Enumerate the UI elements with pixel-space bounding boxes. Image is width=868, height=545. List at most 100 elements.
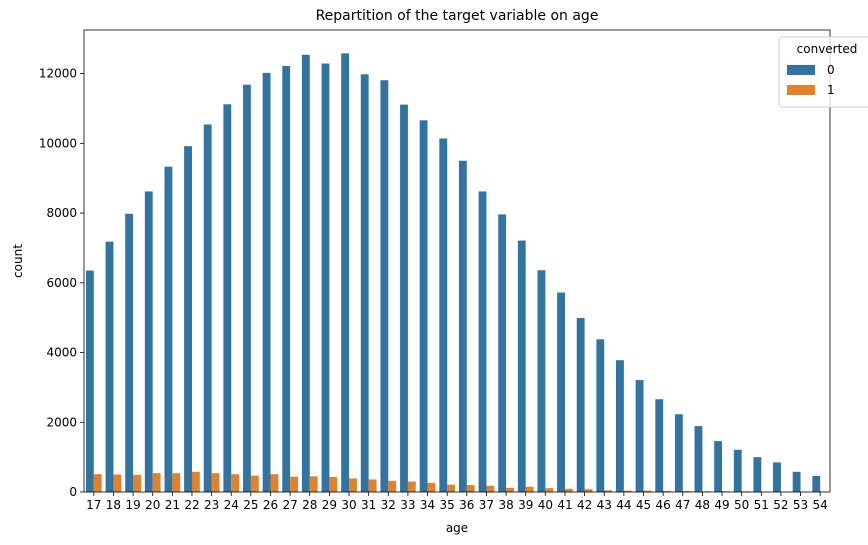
bar-41-series-1 xyxy=(564,488,573,492)
bar-37-series-1 xyxy=(486,485,495,492)
bar-43-series-0 xyxy=(596,339,605,492)
x-tick-label: 23 xyxy=(204,498,219,512)
bar-25-series-0 xyxy=(243,84,251,492)
x-tick-label: 20 xyxy=(145,498,160,512)
bar-42-series-1 xyxy=(584,489,593,492)
bar-32-series-0 xyxy=(380,80,389,492)
legend-swatch-0 xyxy=(787,65,815,75)
legend-title: converted xyxy=(797,42,858,56)
x-tick-label: 48 xyxy=(695,498,710,512)
bar-19-series-0 xyxy=(125,213,134,492)
bar-46-series-1 xyxy=(663,490,671,492)
bar-44-series-1 xyxy=(623,490,632,492)
x-axis-label: age xyxy=(446,521,468,535)
bar-18-series-1 xyxy=(113,474,122,492)
x-tick-label: 31 xyxy=(361,498,376,512)
y-tick-label: 8000 xyxy=(46,206,77,220)
x-tick-label: 35 xyxy=(440,498,455,512)
x-tick-label: 46 xyxy=(655,498,670,512)
bar-50-series-0 xyxy=(733,449,742,492)
legend-swatch-1 xyxy=(787,85,815,95)
bar-24-series-1 xyxy=(231,474,240,492)
x-tick-label: 44 xyxy=(616,498,631,512)
bar-49-series-0 xyxy=(714,441,723,492)
x-tick-label: 32 xyxy=(381,498,396,512)
y-tick-label: 2000 xyxy=(46,415,77,429)
bar-21-series-0 xyxy=(164,166,173,493)
bar-45-series-0 xyxy=(635,380,644,492)
bar-30-series-0 xyxy=(341,53,350,492)
bar-40-series-1 xyxy=(545,488,554,492)
bar-47-series-0 xyxy=(674,414,683,492)
legend: converted 0 1 xyxy=(778,36,868,108)
bar-28-series-0 xyxy=(301,54,310,492)
bar-20-series-1 xyxy=(152,473,161,492)
x-tick-label: 34 xyxy=(420,498,435,512)
x-tick-label: 17 xyxy=(86,498,101,512)
bar-42-series-0 xyxy=(576,318,585,492)
bar-52-series-0 xyxy=(773,462,781,492)
bar-22-series-1 xyxy=(191,471,200,492)
x-tick-label: 47 xyxy=(675,498,690,512)
x-tick-label: 26 xyxy=(263,498,278,512)
legend-label-0: 0 xyxy=(827,63,835,77)
bar-45-series-1 xyxy=(643,490,652,492)
bar-21-series-1 xyxy=(172,473,181,492)
x-tick-label: 21 xyxy=(165,498,180,512)
bar-33-series-0 xyxy=(400,104,408,492)
bar-29-series-0 xyxy=(321,63,330,493)
chart-title: Repartition of the target variable on ag… xyxy=(316,8,599,24)
y-tick-label: 10000 xyxy=(39,136,77,150)
x-tick-label: 40 xyxy=(538,498,553,512)
x-tick-label: 37 xyxy=(479,498,494,512)
x-tick-label: 45 xyxy=(636,498,651,512)
bar-35-series-1 xyxy=(447,484,456,492)
bar-31-series-0 xyxy=(360,74,369,493)
y-tick-label: 0 xyxy=(69,485,77,499)
x-tick-label: 51 xyxy=(754,498,769,512)
x-tick-label: 50 xyxy=(734,498,749,512)
bar-17-series-1 xyxy=(93,474,102,492)
x-tick-label: 25 xyxy=(243,498,258,512)
x-tick-label: 52 xyxy=(773,498,788,512)
x-tick-label: 18 xyxy=(106,498,121,512)
x-tick-label: 39 xyxy=(518,498,533,512)
bar-17-series-0 xyxy=(85,270,94,492)
bar-19-series-1 xyxy=(133,474,141,492)
x-tick-label: 33 xyxy=(400,498,415,512)
x-tick-label: 29 xyxy=(322,498,337,512)
x-tick-label: 27 xyxy=(282,498,297,512)
bar-44-series-0 xyxy=(616,360,624,492)
bar-20-series-0 xyxy=(144,191,153,493)
bar-23-series-0 xyxy=(203,124,212,493)
x-tick-label: 38 xyxy=(498,498,513,512)
y-tick-label: 6000 xyxy=(46,276,77,290)
bar-48-series-0 xyxy=(694,426,703,492)
bar-34-series-1 xyxy=(427,482,436,492)
bar-31-series-1 xyxy=(368,479,377,492)
y-tick-label: 12000 xyxy=(39,67,77,81)
bar-30-series-1 xyxy=(349,478,357,492)
bar-25-series-1 xyxy=(250,475,259,492)
axes-group: 0 2000 4000 6000 8000 10000 12000 17 18 19 20 21 22 2… xyxy=(39,29,831,512)
bar-29-series-1 xyxy=(329,477,338,492)
bar-27-series-0 xyxy=(282,65,291,492)
bar-47-series-1 xyxy=(682,490,691,492)
x-tick-label: 53 xyxy=(793,498,808,512)
bar-24-series-0 xyxy=(223,104,232,492)
bar-53-series-0 xyxy=(792,471,801,492)
bar-37-series-0 xyxy=(478,191,487,493)
bar-26-series-0 xyxy=(262,72,271,493)
y-tick-label: 4000 xyxy=(46,346,77,360)
bar-39-series-1 xyxy=(525,486,534,492)
bars-group xyxy=(85,53,829,493)
bar-27-series-1 xyxy=(290,476,298,492)
x-tick-label: 49 xyxy=(714,498,729,512)
bar-23-series-1 xyxy=(211,473,220,492)
bar-40-series-0 xyxy=(537,270,546,492)
x-tick-label: 24 xyxy=(224,498,239,512)
bar-26-series-1 xyxy=(270,474,279,492)
x-tick-label: 19 xyxy=(125,498,140,512)
